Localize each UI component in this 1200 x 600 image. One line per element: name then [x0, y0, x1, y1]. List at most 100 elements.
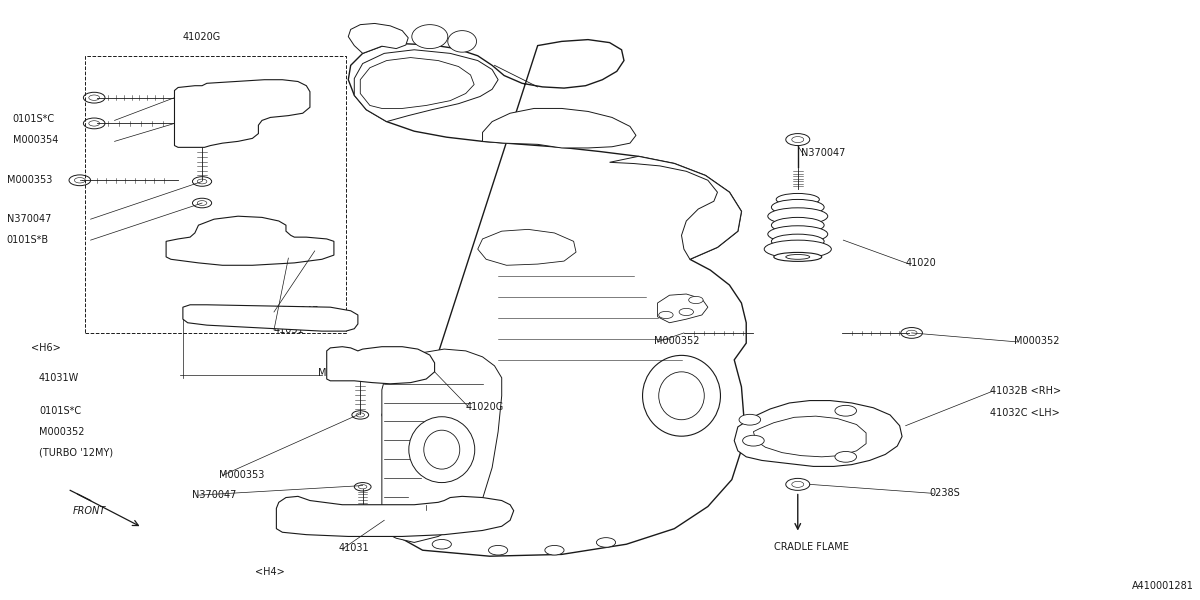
Circle shape — [386, 413, 395, 417]
Ellipse shape — [448, 31, 476, 52]
Text: 0101S*C: 0101S*C — [40, 406, 82, 416]
Text: M000352: M000352 — [40, 427, 84, 437]
Circle shape — [722, 409, 742, 419]
Circle shape — [720, 385, 739, 395]
Polygon shape — [360, 58, 474, 109]
Circle shape — [197, 200, 206, 205]
Circle shape — [488, 545, 508, 555]
Text: A410001281: A410001281 — [1132, 581, 1193, 591]
Polygon shape — [482, 109, 636, 148]
Polygon shape — [354, 50, 498, 122]
Polygon shape — [174, 80, 310, 148]
Circle shape — [786, 134, 810, 146]
Circle shape — [89, 121, 100, 126]
Circle shape — [480, 514, 499, 523]
Polygon shape — [326, 347, 434, 384]
Circle shape — [310, 248, 320, 254]
Ellipse shape — [412, 25, 448, 49]
Circle shape — [334, 373, 343, 377]
Ellipse shape — [764, 240, 832, 258]
Text: FRONT: FRONT — [73, 506, 106, 516]
Ellipse shape — [424, 430, 460, 469]
Text: M000353: M000353 — [218, 470, 264, 480]
Circle shape — [172, 245, 193, 256]
Circle shape — [70, 175, 90, 185]
Circle shape — [485, 516, 494, 521]
Text: 41032B <RH>: 41032B <RH> — [990, 386, 1061, 396]
Circle shape — [293, 518, 302, 523]
Text: N370047: N370047 — [192, 490, 236, 500]
Polygon shape — [658, 294, 708, 323]
Polygon shape — [734, 401, 902, 466]
Text: 41031: 41031 — [338, 544, 370, 553]
Circle shape — [193, 314, 203, 319]
Circle shape — [334, 361, 343, 365]
Circle shape — [192, 176, 211, 186]
Text: 41032C <LH>: 41032C <LH> — [990, 407, 1060, 418]
Circle shape — [348, 506, 367, 515]
Circle shape — [188, 312, 208, 322]
Circle shape — [260, 316, 280, 326]
Text: 41031: 41031 — [274, 325, 305, 335]
Circle shape — [416, 506, 436, 515]
Circle shape — [382, 411, 398, 419]
Text: M000354: M000354 — [318, 368, 364, 378]
Circle shape — [679, 308, 694, 316]
Text: 0238S: 0238S — [930, 488, 960, 498]
Text: 41020: 41020 — [906, 258, 936, 268]
Text: 0101S*C: 0101S*C — [13, 114, 55, 124]
Circle shape — [288, 515, 307, 525]
Circle shape — [792, 481, 804, 487]
Circle shape — [659, 311, 673, 319]
Polygon shape — [276, 496, 514, 536]
Ellipse shape — [772, 199, 824, 215]
Circle shape — [83, 92, 104, 103]
Circle shape — [83, 118, 104, 129]
Circle shape — [715, 364, 725, 368]
Ellipse shape — [786, 254, 810, 259]
Circle shape — [906, 330, 917, 335]
Circle shape — [485, 520, 496, 526]
Circle shape — [337, 322, 347, 326]
Polygon shape — [382, 349, 502, 542]
Text: <H4>: <H4> — [254, 568, 284, 577]
Ellipse shape — [768, 208, 828, 224]
Circle shape — [786, 478, 810, 490]
Circle shape — [359, 485, 367, 489]
Text: N370047: N370047 — [422, 505, 467, 515]
Ellipse shape — [772, 234, 824, 248]
Circle shape — [293, 519, 304, 524]
Circle shape — [356, 413, 365, 417]
Text: 41020G: 41020G — [182, 32, 221, 41]
Text: N370047: N370047 — [274, 306, 318, 316]
Circle shape — [406, 361, 415, 365]
Circle shape — [835, 406, 857, 416]
Text: CRADLE FLAME: CRADLE FLAME — [774, 542, 848, 551]
Circle shape — [176, 121, 196, 130]
Circle shape — [276, 104, 295, 113]
Circle shape — [479, 517, 500, 528]
Circle shape — [401, 358, 420, 368]
Circle shape — [412, 411, 428, 419]
Ellipse shape — [409, 417, 475, 482]
Text: <H6>: <H6> — [31, 343, 60, 353]
Circle shape — [596, 538, 616, 547]
Circle shape — [352, 411, 368, 419]
Circle shape — [416, 413, 425, 417]
Text: M000352: M000352 — [654, 336, 700, 346]
Circle shape — [287, 516, 308, 527]
Ellipse shape — [642, 355, 720, 436]
Circle shape — [422, 479, 431, 483]
Polygon shape — [182, 305, 358, 331]
Circle shape — [421, 508, 431, 513]
Circle shape — [901, 328, 923, 338]
Circle shape — [743, 435, 764, 446]
Circle shape — [304, 245, 325, 256]
Circle shape — [432, 539, 451, 549]
Ellipse shape — [772, 217, 824, 233]
Ellipse shape — [774, 253, 822, 262]
Circle shape — [329, 358, 348, 368]
Circle shape — [74, 178, 85, 183]
Text: M000354: M000354 — [13, 134, 58, 145]
Circle shape — [276, 92, 295, 101]
